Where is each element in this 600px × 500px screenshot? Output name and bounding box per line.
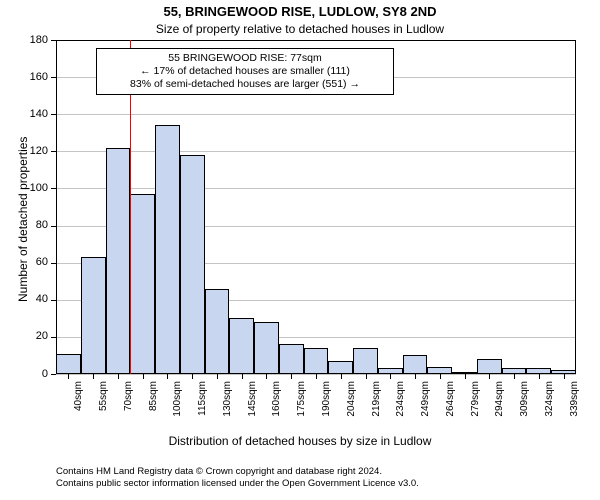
x-tick (118, 374, 119, 379)
footer-line-1: Contains HM Land Registry data © Crown c… (56, 466, 419, 478)
y-tick-label: 80 (18, 219, 48, 231)
y-axis-line (56, 40, 57, 374)
bar (403, 355, 428, 374)
bar (56, 354, 81, 374)
bar (353, 348, 378, 374)
x-tick-label: 190sqm (321, 381, 332, 441)
y-tick-label: 160 (18, 71, 48, 83)
x-tick-label: 219sqm (371, 381, 382, 441)
x-tick (68, 374, 69, 379)
x-tick (167, 374, 168, 379)
x-tick-label: 279sqm (470, 381, 481, 441)
x-tick-label: 40sqm (73, 381, 84, 441)
x-tick (291, 374, 292, 379)
x-tick (514, 374, 515, 379)
annotation-line: 83% of semi-detached houses are larger (… (101, 78, 389, 91)
bar (130, 194, 155, 374)
bar (106, 148, 131, 374)
bar (279, 344, 304, 374)
x-axis-line (56, 373, 576, 374)
x-tick (539, 374, 540, 379)
x-tick (489, 374, 490, 379)
x-tick (465, 374, 466, 379)
x-tick-label: 85sqm (148, 381, 159, 441)
x-tick (143, 374, 144, 379)
annotation-line: ← 17% of detached houses are smaller (11… (101, 65, 389, 78)
x-tick (341, 374, 342, 379)
x-tick (564, 374, 565, 379)
y-tick-label: 20 (18, 330, 48, 342)
x-tick-label: 234sqm (395, 381, 406, 441)
footer-line-2: Contains public sector information licen… (56, 478, 419, 490)
x-tick-label: 309sqm (519, 381, 530, 441)
grid-line (56, 188, 576, 189)
x-tick-label: 100sqm (172, 381, 183, 441)
y-tick-label: 60 (18, 256, 48, 268)
bar (205, 289, 230, 374)
x-tick-label: 115sqm (197, 381, 208, 441)
footer-text: Contains HM Land Registry data © Crown c… (56, 466, 419, 491)
plot-area: 55 BRINGEWOOD RISE: 77sqm← 17% of detach… (56, 40, 576, 374)
bar (155, 125, 180, 374)
x-tick (266, 374, 267, 379)
x-tick-label: 175sqm (296, 381, 307, 441)
chart-container: 55, BRINGEWOOD RISE, LUDLOW, SY8 2ND Siz… (0, 0, 600, 500)
bar (81, 257, 106, 374)
x-tick-label: 55sqm (98, 381, 109, 441)
y-tick-label: 0 (18, 368, 48, 380)
x-tick-label: 145sqm (247, 381, 258, 441)
x-tick (242, 374, 243, 379)
x-tick-label: 324sqm (544, 381, 555, 441)
right-axis-line (575, 40, 576, 374)
x-tick (390, 374, 391, 379)
x-tick-label: 70sqm (123, 381, 134, 441)
chart-title: 55, BRINGEWOOD RISE, LUDLOW, SY8 2ND (0, 4, 600, 19)
x-tick (316, 374, 317, 379)
x-tick-label: 294sqm (494, 381, 505, 441)
top-axis-line (56, 40, 576, 41)
x-tick (440, 374, 441, 379)
x-tick-label: 204sqm (346, 381, 357, 441)
x-tick (93, 374, 94, 379)
y-tick-label: 40 (18, 293, 48, 305)
x-tick (366, 374, 367, 379)
y-tick-label: 100 (18, 182, 48, 194)
y-tick-label: 140 (18, 108, 48, 120)
y-tick-label: 120 (18, 145, 48, 157)
x-tick (415, 374, 416, 379)
x-tick (192, 374, 193, 379)
bar (254, 322, 279, 374)
y-tick-label: 180 (18, 34, 48, 46)
bar (477, 359, 502, 374)
x-tick-label: 264sqm (445, 381, 456, 441)
x-tick (217, 374, 218, 379)
x-tick-label: 160sqm (271, 381, 282, 441)
x-tick-label: 249sqm (420, 381, 431, 441)
grid-line (56, 151, 576, 152)
chart-subtitle: Size of property relative to detached ho… (0, 22, 600, 36)
annotation-line: 55 BRINGEWOOD RISE: 77sqm (101, 52, 389, 65)
x-tick-label: 130sqm (222, 381, 233, 441)
grid-line (56, 114, 576, 115)
x-tick-label: 339sqm (569, 381, 580, 441)
bar (229, 318, 254, 374)
bar (304, 348, 329, 374)
y-tick (51, 374, 56, 375)
bar (180, 155, 205, 374)
annotation-box: 55 BRINGEWOOD RISE: 77sqm← 17% of detach… (96, 48, 394, 95)
